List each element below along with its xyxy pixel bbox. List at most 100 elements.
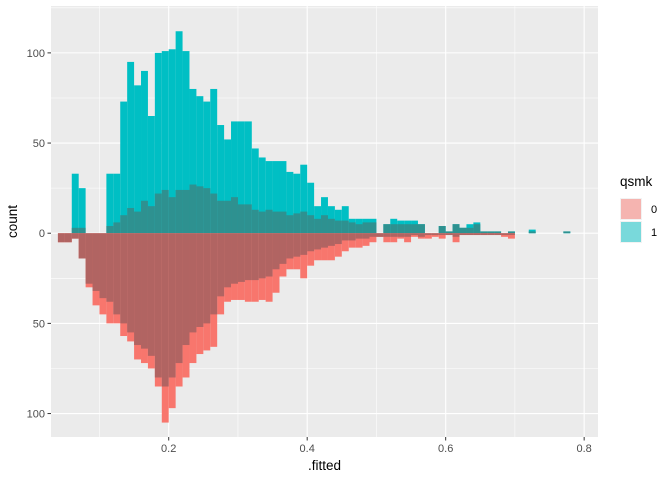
bar [480, 231, 488, 234]
bar [348, 222, 356, 234]
bar [237, 121, 245, 234]
bar [57, 233, 65, 243]
bar [507, 231, 515, 234]
bar [141, 200, 148, 234]
bar [265, 209, 273, 234]
bar [341, 220, 349, 234]
bar [203, 188, 211, 234]
bar [168, 233, 176, 378]
y-tick-label: 100 [27, 48, 45, 60]
bar [286, 215, 294, 234]
bar [168, 49, 176, 234]
bar [452, 233, 460, 243]
bar [404, 224, 412, 234]
bar [134, 85, 142, 234]
bar [355, 224, 363, 234]
legend: qsmk 0 1 [620, 174, 657, 243]
bar [348, 233, 356, 241]
bar [445, 231, 453, 234]
bar [397, 224, 405, 234]
bar [307, 182, 315, 234]
bar [272, 233, 280, 270]
bar [327, 233, 335, 261]
bar [473, 233, 481, 236]
bar [147, 233, 155, 356]
bar [71, 233, 79, 239]
bar [390, 224, 398, 234]
x-axis-title: .fitted [308, 458, 341, 473]
bar [71, 227, 79, 234]
bar [175, 31, 183, 234]
bar [251, 148, 259, 234]
bar [362, 222, 370, 234]
bar [279, 211, 287, 234]
bar [265, 233, 273, 277]
bar [265, 161, 273, 234]
bar [341, 206, 349, 234]
bar [258, 233, 266, 279]
x-axis-ticks: 0.2 0.4 0.6 0.8 [161, 437, 592, 455]
bar [341, 233, 349, 241]
bar [78, 188, 86, 234]
bar [127, 61, 135, 234]
bar [141, 70, 148, 234]
bar [466, 233, 474, 236]
bar [251, 233, 259, 281]
bar [286, 233, 294, 259]
bar [307, 233, 315, 252]
bar [445, 233, 453, 236]
bar [293, 213, 301, 234]
series-overlap [71, 184, 571, 234]
bar [487, 231, 495, 234]
bar [397, 233, 405, 237]
bar [507, 233, 515, 239]
bar [314, 233, 322, 250]
bar [189, 184, 197, 234]
bar [237, 233, 245, 282]
bar [175, 233, 183, 364]
bar [279, 233, 287, 264]
bar [106, 173, 114, 234]
bar [196, 96, 204, 234]
bar [92, 233, 100, 291]
bar [563, 231, 571, 234]
bar [217, 200, 225, 234]
bar [272, 161, 280, 234]
bar [99, 233, 107, 299]
bar [168, 197, 176, 234]
bar [300, 211, 308, 234]
bar [362, 233, 370, 246]
bar [258, 211, 266, 234]
bar [424, 233, 432, 239]
bar [334, 233, 342, 245]
bar [334, 220, 342, 234]
bar [438, 233, 446, 239]
bar [300, 233, 308, 255]
bar [300, 233, 308, 279]
bar [279, 161, 287, 234]
bar [466, 227, 474, 234]
bar [383, 233, 391, 243]
x-tick-label: 0.8 [577, 443, 592, 455]
bar [161, 51, 169, 234]
bar [494, 231, 502, 234]
bar [272, 211, 280, 234]
bar [71, 173, 79, 234]
bar [327, 218, 335, 234]
bar [244, 204, 252, 234]
y-tick-label: 50 [33, 138, 45, 150]
bar [438, 226, 446, 234]
bar [120, 215, 128, 234]
bar [390, 233, 398, 243]
bar [480, 233, 488, 236]
bar [494, 233, 502, 236]
bar [231, 233, 238, 284]
legend-label: 0 [651, 204, 657, 216]
bar [113, 222, 121, 234]
bar [473, 224, 481, 234]
bar [127, 233, 135, 333]
bar [231, 197, 238, 234]
bar [113, 233, 121, 315]
